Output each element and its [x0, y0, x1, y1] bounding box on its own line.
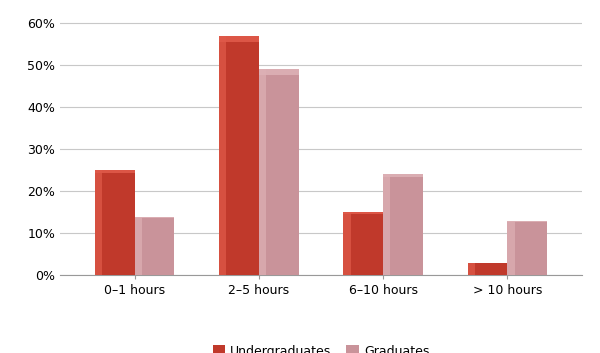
Bar	[259, 70, 266, 275]
Bar	[383, 174, 423, 177]
Bar	[95, 170, 134, 173]
Bar	[219, 36, 226, 275]
Bar	[383, 174, 423, 275]
Legend: Undergraduates, Graduates: Undergraduates, Graduates	[208, 340, 434, 353]
Bar	[343, 212, 383, 275]
Bar	[134, 216, 175, 218]
Bar	[259, 70, 299, 275]
Bar	[467, 263, 475, 275]
Bar	[343, 212, 383, 214]
Bar	[259, 70, 299, 74]
Bar	[134, 216, 142, 275]
Bar	[508, 221, 547, 275]
Bar	[383, 174, 391, 275]
Bar	[219, 36, 259, 275]
Bar	[219, 36, 259, 42]
Bar	[95, 170, 102, 275]
Bar	[134, 216, 175, 275]
Bar	[508, 221, 547, 222]
Bar	[95, 170, 134, 275]
Bar	[467, 263, 508, 275]
Bar	[343, 212, 350, 275]
Bar	[508, 221, 515, 275]
